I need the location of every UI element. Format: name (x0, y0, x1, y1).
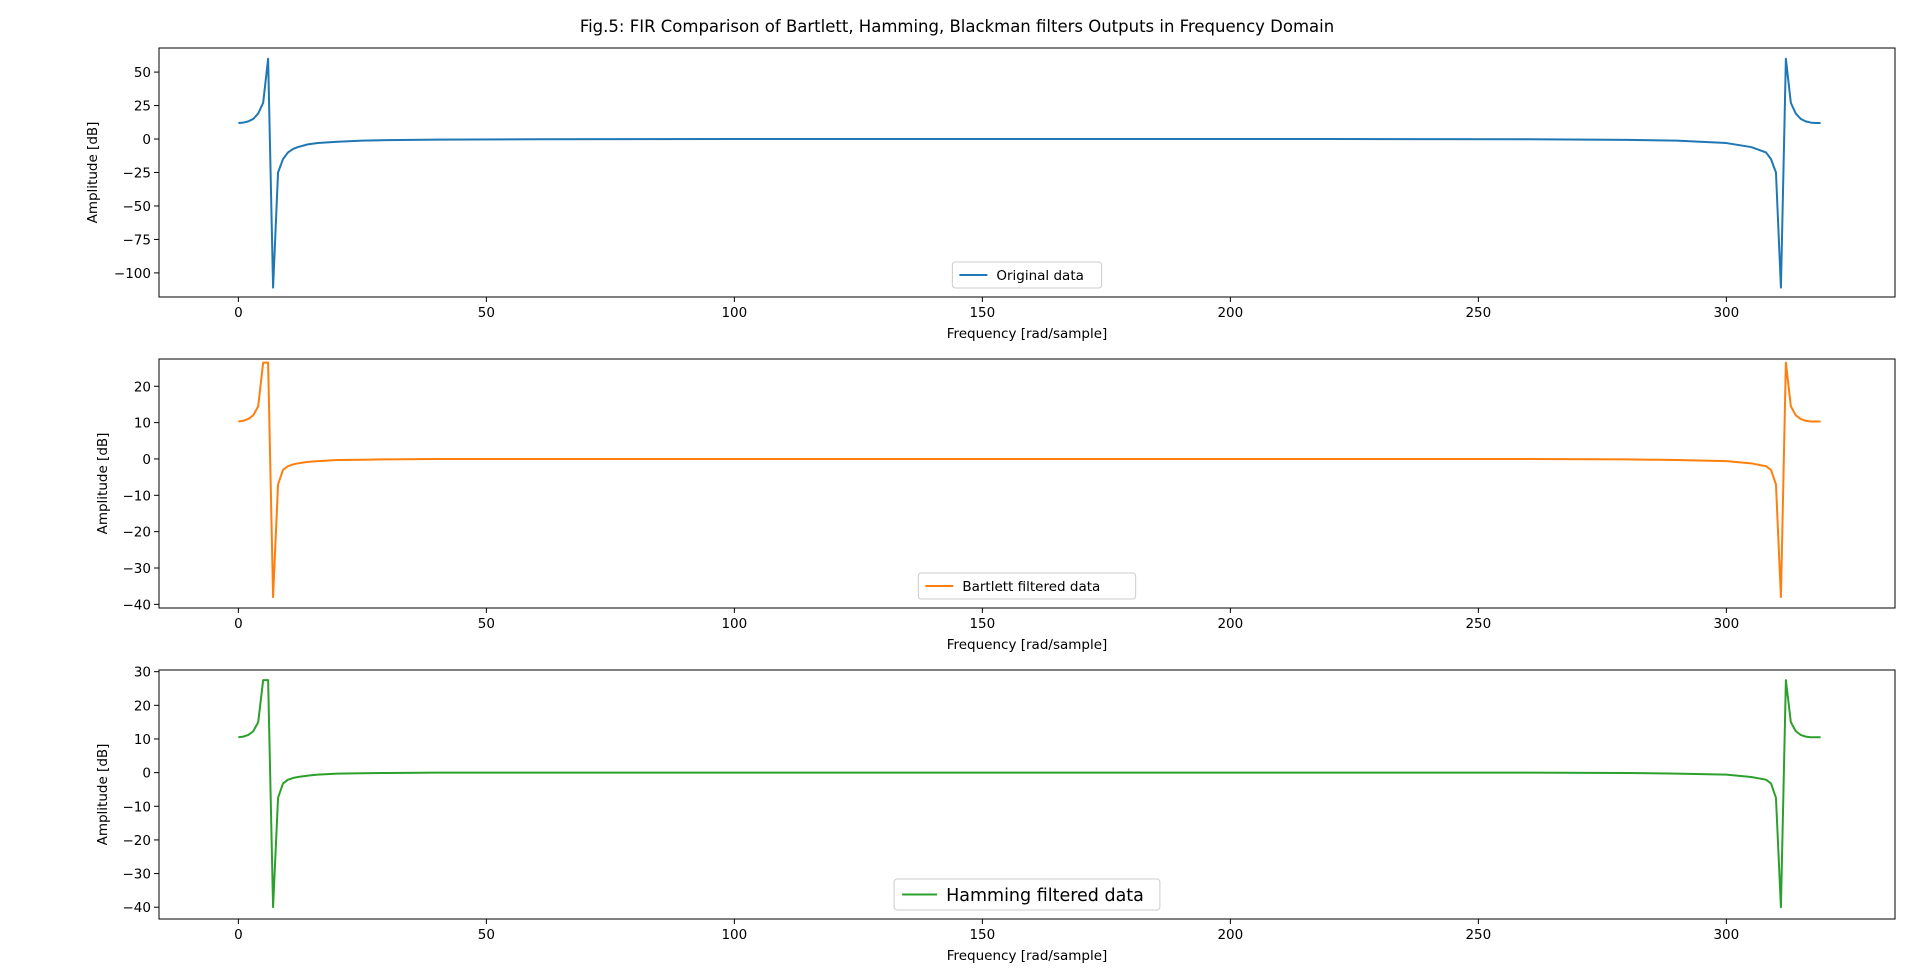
y-tick-label: −100 (114, 266, 151, 282)
legend: Hamming filtered data (893, 878, 1161, 911)
y-tick-label: 30 (134, 665, 151, 681)
y-axis-label: Amplitude [dB] (85, 122, 101, 224)
x-tick-label: 200 (1217, 305, 1243, 321)
y-tick-label: −30 (123, 867, 152, 883)
series-line-1 (238, 679, 1821, 909)
subplot-1: 0 50 100 150 200 250 30050250−25−50−75−100Freq… (85, 47, 1896, 342)
x-tick-label: 150 (969, 305, 995, 321)
x-tick-label: 100 (721, 927, 747, 943)
x-tick-label: 250 (1465, 927, 1491, 943)
x-axis-label: Frequency [rad/sample] (947, 637, 1108, 653)
subplot-3: 0 50 100 150 200 250 3003020100−10−20−30−40Fre… (95, 665, 1896, 964)
y-tick-label: 20 (134, 379, 151, 395)
x-tick-label: 300 (1713, 927, 1739, 943)
y-tick-label: −25 (123, 166, 152, 182)
x-tick-label: 150 (969, 616, 995, 632)
y-tick-label: −40 (123, 900, 152, 916)
y-axis-label: Amplitude [dB] (95, 433, 111, 535)
y-tick-label: −30 (123, 561, 152, 577)
legend-label: Original data (996, 268, 1084, 284)
y-tick-label: 10 (134, 732, 151, 748)
y-tick-label: −50 (123, 199, 152, 215)
plot-area (159, 359, 1895, 608)
y-tick-label: 0 (142, 132, 151, 148)
figure-title: Fig.5: FIR Comparison of Bartlett, Hammi… (580, 17, 1334, 36)
y-tick-label: 20 (134, 698, 151, 714)
x-axis-label: Frequency [rad/sample] (947, 326, 1108, 342)
y-tick-label: −10 (123, 799, 152, 815)
legend: Original data (951, 261, 1103, 289)
plot-area (159, 48, 1895, 297)
x-tick-label: 50 (478, 616, 495, 632)
x-tick-label: 200 (1217, 927, 1243, 943)
x-tick-label: 200 (1217, 616, 1243, 632)
subplot-2: 0 50 100 150 200 250 30020100−10−20−30−40Frequ… (95, 358, 1896, 653)
y-tick-label: 10 (134, 416, 151, 432)
subplots: 0 50 100 150 200 250 30050250−25−50−75−100Freq… (85, 47, 1896, 964)
x-axis-label: Frequency [rad/sample] (947, 948, 1108, 964)
x-tick-label: 50 (478, 927, 495, 943)
axes-frame (158, 358, 1896, 609)
legend-label: Hamming filtered data (946, 886, 1144, 906)
legend-label: Bartlett filtered data (962, 579, 1100, 595)
y-tick-label: −20 (123, 833, 152, 849)
y-tick-label: 0 (142, 766, 151, 782)
x-tick-label: 300 (1713, 305, 1739, 321)
y-tick-label: −20 (123, 525, 152, 541)
legend-box (893, 878, 1161, 911)
series-line-1 (238, 57, 1821, 289)
x-tick-label: 100 (721, 616, 747, 632)
x-tick-label: 250 (1465, 305, 1491, 321)
plot-area (159, 670, 1895, 919)
x-tick-label: 300 (1713, 616, 1739, 632)
axes-frame (158, 669, 1896, 920)
y-tick-label: −10 (123, 488, 152, 504)
x-tick-label: 250 (1465, 616, 1491, 632)
series-line-1 (238, 361, 1821, 599)
x-tick-label: 0 (234, 927, 243, 943)
y-axis-label: Amplitude [dB] (95, 744, 111, 846)
x-tick-label: 50 (478, 305, 495, 321)
x-tick-label: 0 (234, 616, 243, 632)
y-tick-label: −40 (123, 597, 152, 613)
y-tick-label: 0 (142, 452, 151, 468)
x-tick-label: 150 (969, 927, 995, 943)
legend-box (951, 261, 1103, 289)
y-tick-label: 25 (134, 99, 151, 115)
legend-box (917, 572, 1137, 600)
y-tick-label: 50 (134, 65, 151, 81)
legend: Bartlett filtered data (917, 572, 1137, 600)
y-tick-label: −75 (123, 232, 152, 248)
x-tick-label: 0 (234, 305, 243, 321)
x-tick-label: 100 (721, 305, 747, 321)
